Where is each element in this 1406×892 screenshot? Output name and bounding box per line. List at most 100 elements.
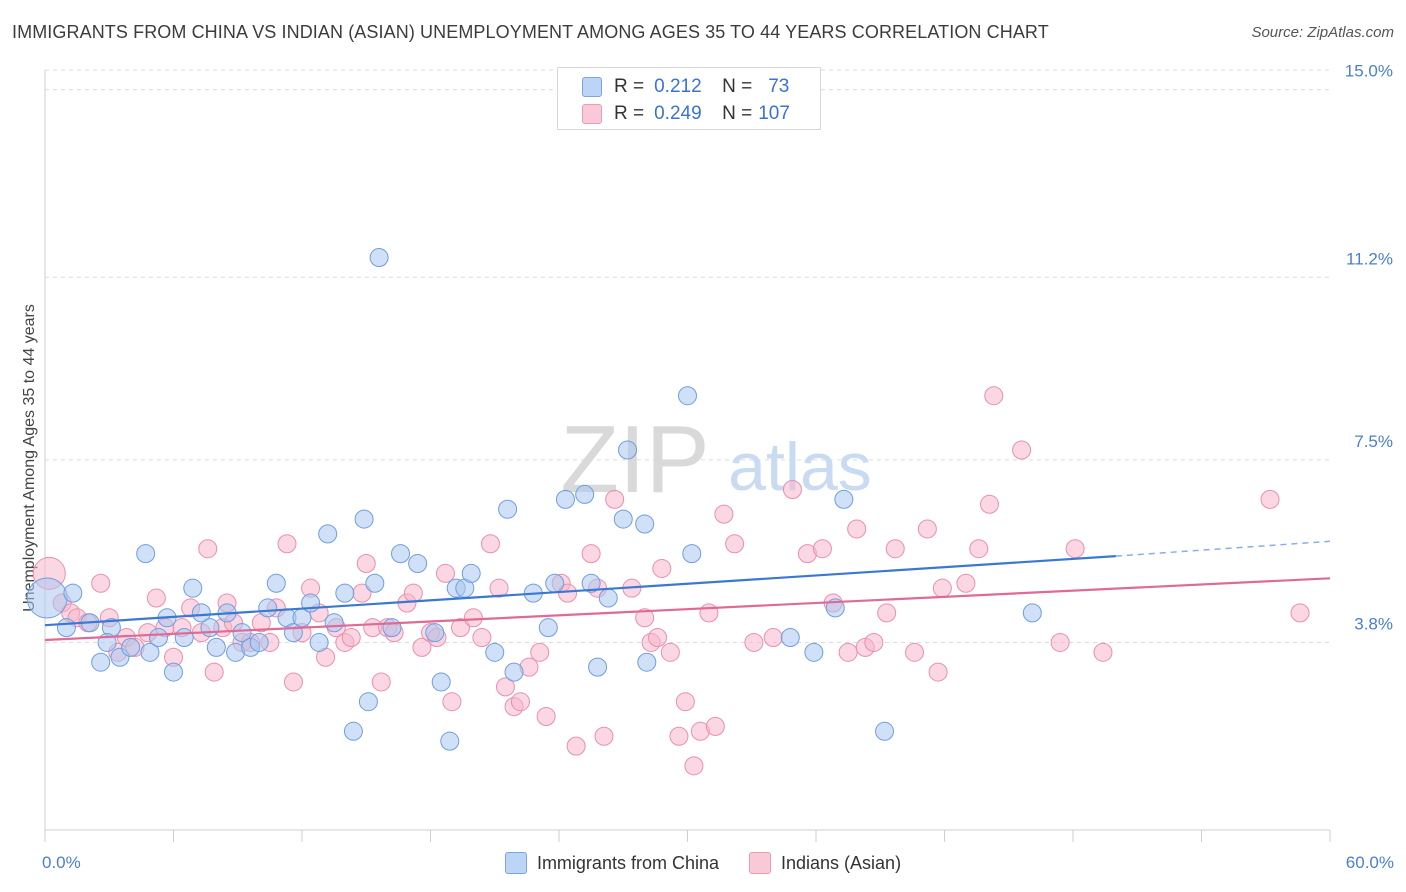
data-point-indians xyxy=(472,628,492,648)
series-china-points xyxy=(26,248,1042,751)
data-point-indians xyxy=(530,642,550,662)
data-point-indians xyxy=(725,534,745,554)
trend-lines xyxy=(44,540,1331,642)
data-point-indians xyxy=(1290,603,1310,623)
data-point-indians xyxy=(277,534,297,554)
data-point-indians xyxy=(864,632,884,652)
legend-swatch-indians xyxy=(582,104,602,124)
data-point-china xyxy=(191,603,211,623)
data-point-indians xyxy=(463,608,483,628)
data-point-china xyxy=(780,628,800,648)
data-point-indians xyxy=(450,618,470,638)
data-point-china xyxy=(804,642,824,662)
data-point-china xyxy=(440,731,460,751)
data-point-china xyxy=(498,499,518,519)
data-point-indians xyxy=(969,539,989,559)
correlation-legend: R = 0.212 N = 73 R = 0.249 N = 107 xyxy=(557,67,821,130)
data-point-indians xyxy=(581,544,601,564)
data-point-indians xyxy=(510,692,530,712)
data-point-indians xyxy=(403,583,423,603)
data-point-indians xyxy=(356,554,376,574)
data-point-indians xyxy=(371,672,391,692)
data-point-china xyxy=(200,618,220,638)
data-point-indians xyxy=(885,539,905,559)
data-point-indians xyxy=(283,672,303,692)
data-point-china xyxy=(637,652,657,672)
legend-r-label: R = xyxy=(614,103,645,124)
data-point-indians xyxy=(605,489,625,509)
data-point-indians xyxy=(984,386,1004,406)
data-point-indians xyxy=(198,539,218,559)
data-point-china xyxy=(408,554,428,574)
data-point-china xyxy=(343,721,363,741)
data-point-indians xyxy=(412,637,432,657)
data-point-china xyxy=(555,489,575,509)
data-point-china xyxy=(164,662,183,682)
data-point-china xyxy=(635,514,655,534)
data-point-indians xyxy=(979,494,999,514)
data-point-china xyxy=(1022,603,1042,623)
data-point-china xyxy=(382,618,402,638)
data-point-indians xyxy=(146,588,166,608)
data-point-china xyxy=(391,544,411,564)
data-point-indians xyxy=(536,706,556,726)
data-point-indians xyxy=(1065,539,1085,559)
data-point-china xyxy=(309,632,329,652)
series-name-indians: Indians (Asian) xyxy=(781,852,902,873)
data-point-china xyxy=(834,489,854,509)
y-tick-label: 7.5% xyxy=(1354,432,1393,451)
data-point-indians xyxy=(341,628,361,648)
data-point-china xyxy=(136,544,156,564)
data-point-china xyxy=(232,623,252,643)
data-point-china xyxy=(56,618,76,638)
data-point-indians xyxy=(566,736,586,756)
data-point-indians xyxy=(648,628,668,648)
data-point-china xyxy=(504,662,524,682)
data-point-china xyxy=(545,573,565,593)
data-point-indians xyxy=(705,716,725,736)
data-point-indians xyxy=(763,628,783,648)
data-point-china xyxy=(431,672,451,692)
series-legend-indians: Indians (Asian) xyxy=(749,852,901,874)
data-point-china xyxy=(365,573,385,593)
data-point-indians xyxy=(204,662,224,682)
data-point-indians xyxy=(91,573,111,593)
y-tick-label: 11.2% xyxy=(1346,249,1393,268)
data-point-indians xyxy=(928,662,948,682)
data-point-china xyxy=(91,652,111,672)
data-point-china xyxy=(358,692,378,712)
data-point-indians xyxy=(847,519,867,539)
data-point-china xyxy=(575,484,595,504)
data-point-china xyxy=(335,583,355,603)
data-point-china xyxy=(318,524,338,544)
data-point-china xyxy=(183,578,203,598)
data-point-china xyxy=(249,632,269,652)
legend-r-value-china: 0.212 xyxy=(654,76,702,97)
data-point-china xyxy=(678,386,697,406)
data-point-indians xyxy=(669,726,689,746)
data-point-china xyxy=(354,509,374,529)
data-point-china xyxy=(206,637,226,657)
trend-line-indians xyxy=(44,577,1331,642)
data-point-china xyxy=(324,613,344,633)
legend-swatch-china xyxy=(582,77,602,97)
data-point-indians xyxy=(1093,642,1113,662)
legend-row-china: R = 0.212 N = 73 xyxy=(582,75,789,99)
series-legend: Immigrants from China Indians (Asian) xyxy=(0,852,1406,874)
y-tick-labels: 3.8% 7.5% 11.2% 15.0% xyxy=(1345,62,1393,634)
data-point-indians xyxy=(652,558,672,578)
data-point-indians xyxy=(699,603,719,623)
series-swatch-china xyxy=(504,852,527,874)
data-point-china xyxy=(588,657,608,677)
data-point-indians xyxy=(932,578,952,598)
data-point-china xyxy=(581,573,601,593)
data-point-indians xyxy=(660,642,680,662)
data-point-indians xyxy=(1050,632,1070,652)
data-point-indians xyxy=(714,504,734,524)
data-point-indians xyxy=(495,677,515,697)
series-swatch-indians xyxy=(749,852,771,874)
data-point-china xyxy=(149,628,169,648)
data-point-indians xyxy=(1012,440,1032,460)
data-point-china xyxy=(258,598,278,618)
data-point-china xyxy=(598,588,618,608)
